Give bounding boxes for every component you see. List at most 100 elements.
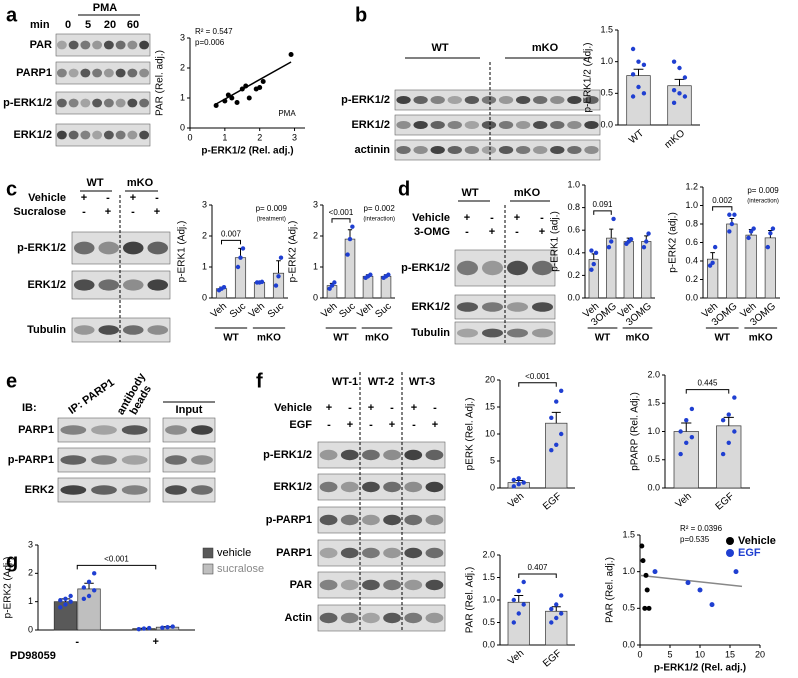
sign: - (369, 419, 373, 431)
legend-label: EGF (738, 547, 761, 559)
blot (55, 91, 151, 115)
x-tick-label: Veh (209, 301, 229, 321)
band (73, 241, 95, 255)
row-label: PAR (30, 39, 52, 51)
band (498, 146, 514, 154)
row-label: p-ERK1/2 (341, 94, 390, 106)
band (430, 146, 445, 154)
data-point (630, 72, 636, 77)
treatment-label: 3-OMG (414, 226, 450, 238)
y-tick-label: 2.0 (482, 549, 495, 559)
ib-label: IB: (22, 402, 37, 414)
data-point (63, 596, 68, 602)
band (56, 98, 67, 108)
band (447, 96, 462, 104)
sign: - (412, 419, 416, 431)
data-point (329, 283, 335, 288)
band (567, 96, 582, 104)
row-label: Actin (285, 612, 313, 624)
band (139, 98, 150, 108)
band (425, 612, 444, 624)
annotation: <0.001 (525, 372, 550, 381)
y-tick-label: 2 (28, 568, 33, 578)
y-tick-label: 0.0 (567, 292, 580, 302)
data-point (727, 212, 732, 217)
data-point (589, 248, 594, 253)
panel-label: c (6, 178, 17, 200)
bar (344, 238, 356, 299)
annotation: p=0.535 (680, 535, 710, 544)
band (457, 328, 478, 338)
data-point (765, 244, 771, 250)
data-point (160, 625, 165, 630)
data-point (689, 434, 695, 440)
band (362, 579, 380, 591)
legend-swatch (202, 547, 214, 559)
data-point (697, 587, 703, 593)
band (515, 121, 531, 129)
x-tick-label: EGF (541, 648, 564, 670)
data-point (609, 239, 614, 244)
group-label: mKO (626, 333, 650, 344)
data-point (213, 103, 219, 108)
annotation: p= 0.009 (747, 186, 779, 195)
data-point (347, 236, 353, 242)
band (56, 40, 67, 50)
band (507, 328, 528, 338)
sign: + (514, 212, 520, 224)
data-point (748, 229, 754, 234)
x-tick-label: 3 (292, 132, 297, 142)
row-label: Tubulin (27, 324, 66, 336)
band (413, 121, 428, 129)
band (127, 40, 138, 50)
data-point (68, 599, 73, 604)
data-point (720, 451, 726, 457)
y-tick-label: 10 (485, 428, 495, 438)
band (533, 121, 548, 129)
band (515, 96, 531, 104)
data-point (68, 593, 73, 599)
data-point (591, 261, 596, 267)
band (413, 146, 428, 154)
band (80, 130, 91, 140)
data-point (611, 216, 616, 222)
y-tick-label: 0.4 (567, 247, 580, 257)
lane-label: 20 (104, 19, 116, 31)
band (481, 121, 497, 129)
y-tick-label: 0 (490, 482, 495, 492)
data-point (327, 286, 332, 291)
annotation: p=0.006 (195, 38, 225, 47)
data-point (511, 484, 516, 489)
sign: + (539, 226, 545, 238)
x-tick-label: EGF (714, 491, 737, 513)
x-tick-label: 0 (637, 649, 642, 659)
data-point (350, 224, 355, 229)
data-point (678, 451, 683, 457)
data-point (222, 98, 228, 104)
y-tick-label: 1 (28, 596, 33, 606)
data-point (516, 482, 521, 487)
y-tick-label: 0.2 (685, 274, 698, 284)
y-tick-label: 0.0 (622, 639, 635, 649)
band (404, 612, 423, 624)
data-point (92, 588, 97, 593)
band (147, 325, 169, 335)
group-label: mKO (127, 177, 154, 189)
data-point (732, 212, 737, 217)
band (383, 514, 401, 526)
blot (394, 89, 601, 111)
band (122, 325, 144, 335)
sign: + (105, 206, 111, 218)
band (507, 260, 528, 276)
bracket (518, 382, 557, 387)
band (121, 455, 148, 465)
row-label: PARP1 (276, 547, 312, 559)
band (362, 514, 380, 526)
sign: - (106, 192, 110, 204)
y-tick-label: 1.5 (600, 24, 613, 34)
data-point (642, 605, 648, 611)
row-label: ERK1/2 (273, 481, 312, 493)
panel-label: e (6, 370, 17, 392)
data-point (170, 624, 175, 629)
blot (317, 506, 446, 534)
